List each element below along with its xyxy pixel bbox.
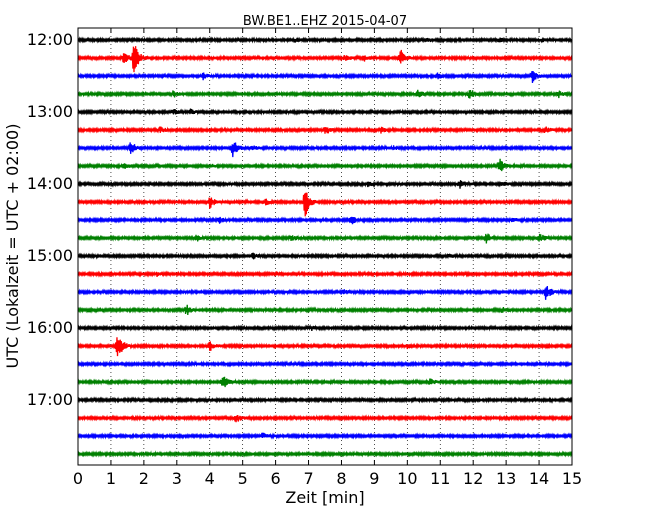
trace-1330: [77, 142, 573, 158]
x-tick-label: 2: [139, 469, 149, 488]
y-tick-label: 17:00: [27, 390, 73, 409]
y-tick-label: 15:00: [27, 246, 73, 265]
trace-1645: [77, 376, 573, 388]
trace-1245: [77, 89, 573, 99]
trace-1300: [77, 108, 573, 116]
x-tick-label: 12: [463, 469, 483, 488]
x-axis-label: Zeit [min]: [285, 488, 364, 507]
y-tick-label: 12:00: [27, 30, 73, 49]
grid: [78, 28, 572, 465]
trace-1615: [77, 337, 573, 357]
trace-1445: [77, 233, 573, 244]
trace-1700: [77, 396, 573, 404]
y-tick-labels: 12:00 13:00 14:00 15:00 16:00 17:00: [27, 30, 73, 409]
trace-1200: [77, 36, 573, 44]
x-tick-label: 4: [205, 469, 215, 488]
trace-1230: [77, 71, 573, 83]
x-tick-label: 13: [496, 469, 516, 488]
x-tick-label: 9: [369, 469, 379, 488]
x-tick-label: 5: [238, 469, 248, 488]
y-tick-label: 13:00: [27, 102, 73, 121]
trace-1415: [77, 192, 573, 217]
x-tick-label: 10: [397, 469, 417, 488]
trace-1515: [77, 270, 573, 278]
trace-1745: [77, 450, 573, 458]
trace-1345: [77, 158, 573, 172]
traces: [77, 36, 573, 458]
trace-1715: [77, 414, 573, 423]
x-tick-labels: 0 1 2 3 4 5 6 7 8 9 10 11 12 13 14 15: [73, 469, 582, 488]
x-tick-label: 6: [271, 469, 281, 488]
trace-1430: [77, 216, 573, 225]
x-tick-label: 0: [73, 469, 83, 488]
x-tick-label: 8: [336, 469, 346, 488]
trace-1545: [77, 304, 573, 316]
trace-1630: [77, 360, 573, 368]
trace-1400: [77, 180, 573, 189]
x-tick-label: 3: [172, 469, 182, 488]
x-tick-label: 7: [303, 469, 313, 488]
plot-frame: [77, 27, 573, 466]
trace-1600: [77, 324, 573, 332]
ticks: [77, 28, 573, 465]
x-tick-label: 14: [529, 469, 549, 488]
trace-1500: [77, 252, 573, 260]
y-tick-label: 14:00: [27, 174, 73, 193]
y-axis-label: UTC (Lokalzeit = UTC + 02:00): [3, 124, 22, 369]
trace-1730: [77, 432, 573, 440]
chart-title: BW.BE1..EHZ 2015-04-07: [243, 14, 407, 29]
y-tick-label: 16:00: [27, 318, 73, 337]
trace-1315: [77, 126, 573, 134]
trace-1215: [77, 46, 573, 73]
x-tick-label: 15: [562, 469, 582, 488]
x-tick-label: 1: [106, 469, 116, 488]
x-tick-label: 11: [430, 469, 450, 488]
trace-1530: [77, 286, 573, 300]
